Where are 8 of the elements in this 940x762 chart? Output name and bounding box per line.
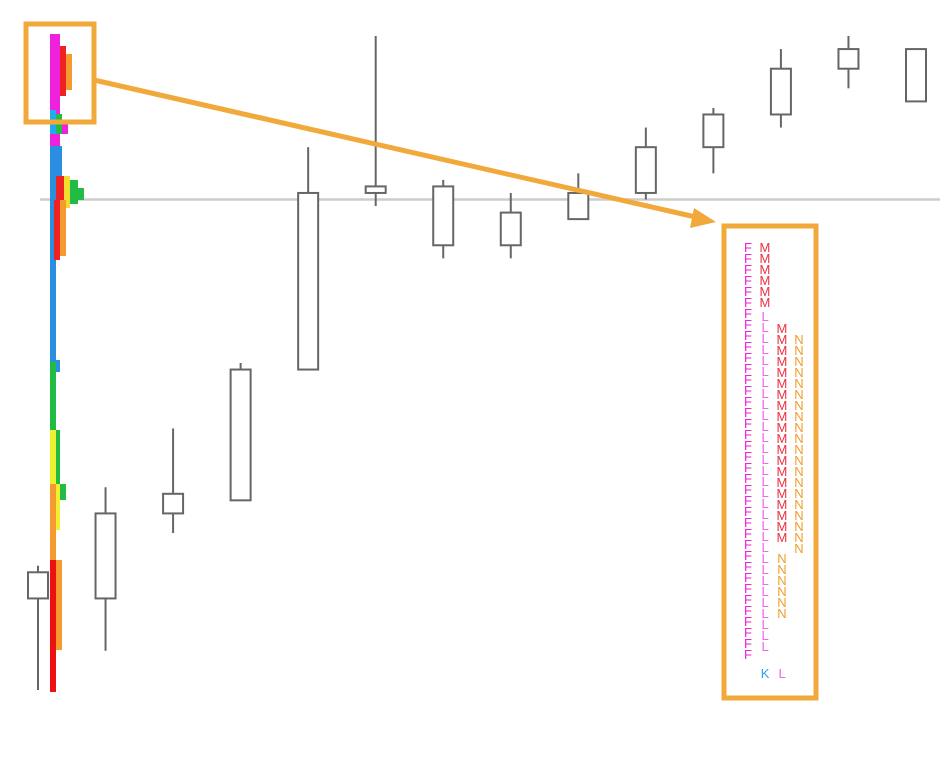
candlestick bbox=[769, 48, 792, 129]
candlestick bbox=[364, 35, 387, 208]
candlestick bbox=[499, 191, 522, 260]
candlestick bbox=[634, 126, 657, 201]
candlestick bbox=[837, 35, 860, 90]
candlestick bbox=[567, 172, 590, 221]
candlestick bbox=[162, 427, 185, 535]
candlestick bbox=[702, 106, 725, 175]
